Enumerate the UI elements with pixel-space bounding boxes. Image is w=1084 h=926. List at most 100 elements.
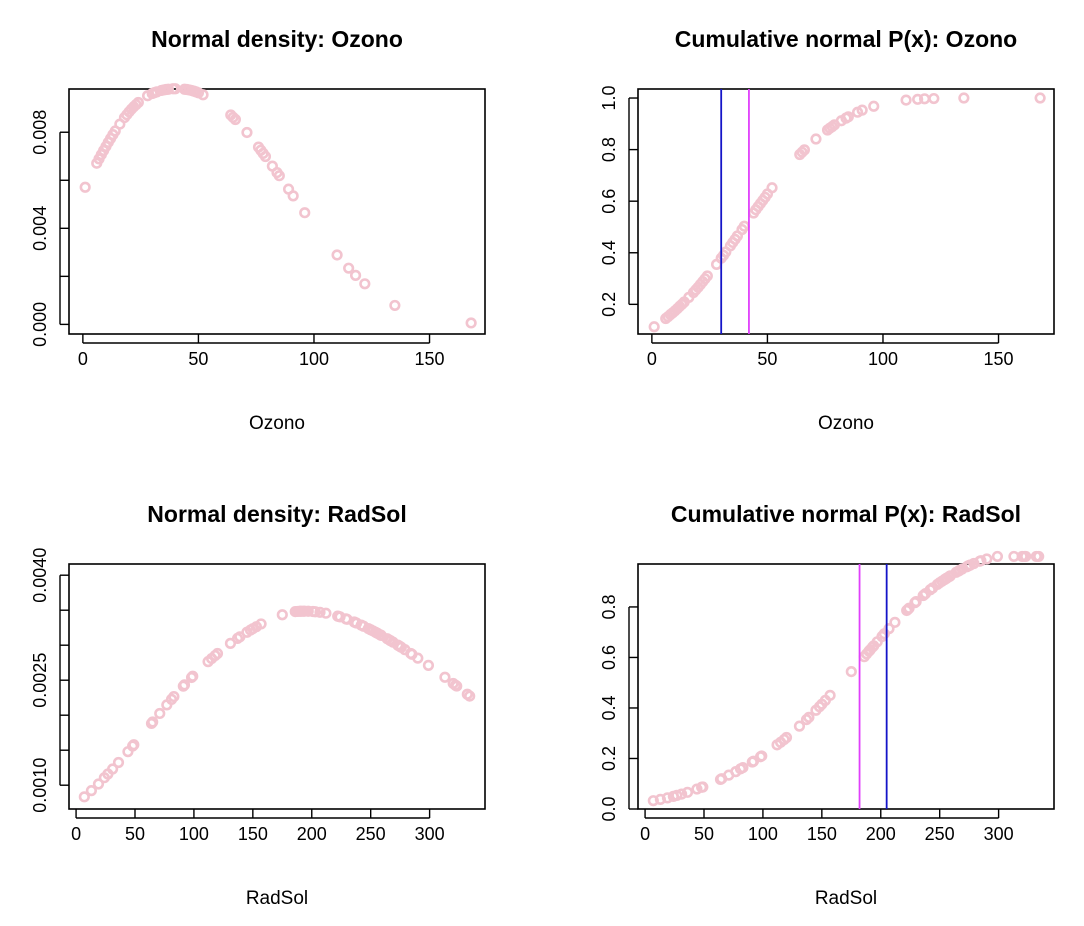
x-axis-label: Ozono xyxy=(818,413,874,434)
data-point xyxy=(439,671,451,683)
data-point xyxy=(676,298,688,310)
chart-title: Normal density: Ozono xyxy=(151,26,403,52)
data-point xyxy=(78,791,90,803)
x-tick-label: 200 xyxy=(866,824,896,844)
chart-title: Normal density: RadSol xyxy=(147,501,406,527)
data-point xyxy=(128,739,140,751)
panel-cumulative-radsol: Cumulative normal P(x): RadSol RadSol 0 5… xyxy=(599,501,1055,909)
data-point xyxy=(981,553,993,565)
y-tick-label: 0.6 xyxy=(599,189,619,214)
data-point xyxy=(112,756,125,769)
data-point xyxy=(889,616,901,628)
x-tick-label: 100 xyxy=(868,349,898,369)
plot-frame xyxy=(68,88,486,335)
data-point xyxy=(276,609,288,621)
y-tick-label: 0.008 xyxy=(30,110,50,155)
plot-frame xyxy=(637,563,1055,810)
data-point xyxy=(168,690,180,703)
data-point xyxy=(197,89,209,101)
data-point xyxy=(803,711,815,723)
plot-area: 0 50 100 150 200 250 300 0.0 0.2 0.4 0.6 0.8 xyxy=(599,550,1055,844)
data-point xyxy=(991,550,1004,563)
data-point xyxy=(331,249,343,261)
y-tick-label: 0.6 xyxy=(599,645,619,670)
y-tick-label: 0.0010 xyxy=(30,758,50,813)
data-point xyxy=(465,317,477,329)
y-tick-label: 0.8 xyxy=(599,594,619,619)
data-point xyxy=(868,100,880,112)
x-tick-label: 150 xyxy=(984,349,1014,369)
x-tick-label: 200 xyxy=(297,824,327,844)
y-tick-label: 0.0025 xyxy=(30,653,50,708)
data-point xyxy=(756,750,768,762)
panel-density-radsol: Normal density: RadSol RadSol 0 50 100 150 2… xyxy=(30,501,486,909)
data-point xyxy=(845,665,857,678)
data-point xyxy=(130,99,142,111)
data-point xyxy=(648,321,660,333)
plot-frame xyxy=(68,563,486,810)
data-point xyxy=(178,679,191,691)
y-tick-label: 0.0 xyxy=(599,796,619,821)
data-point xyxy=(147,716,159,728)
data-point xyxy=(287,190,299,202)
data-point xyxy=(676,788,688,800)
data-point xyxy=(132,96,144,109)
data-point xyxy=(681,786,694,798)
data-point xyxy=(928,92,940,105)
x-axis-label: Ozono xyxy=(249,413,305,434)
data-point xyxy=(389,299,401,312)
data-point xyxy=(661,792,674,804)
y-tick-label: 0.2 xyxy=(599,292,619,317)
data-point xyxy=(824,689,836,701)
x-tick-label: 250 xyxy=(356,824,386,844)
data-point xyxy=(299,207,311,219)
panel-density-ozono: Normal density: Ozono Ozono 0 50 100 150 0.0… xyxy=(30,26,486,434)
x-tick-label: 100 xyxy=(299,349,329,369)
y-tick-label: 0.8 xyxy=(599,137,619,162)
data-point xyxy=(842,111,854,123)
data-point xyxy=(766,182,778,194)
data-point xyxy=(903,602,915,614)
data-point xyxy=(92,778,105,790)
data-point xyxy=(343,262,355,274)
x-tick-label: 250 xyxy=(925,824,955,844)
data-point xyxy=(798,144,811,156)
plot-frame xyxy=(637,88,1055,335)
x-tick-label: 0 xyxy=(78,349,88,369)
data-point xyxy=(314,606,326,618)
data-point xyxy=(259,150,272,163)
x-tick-label: 100 xyxy=(179,824,209,844)
data-point xyxy=(975,555,987,567)
data-point xyxy=(241,126,253,139)
data-point xyxy=(958,92,970,104)
x-tick-label: 300 xyxy=(415,824,445,844)
chart-title: Cumulative normal P(x): RadSol xyxy=(671,501,1021,527)
x-axis-label: RadSol xyxy=(815,888,877,909)
data-point xyxy=(671,789,683,801)
data-point xyxy=(810,133,822,145)
data-point xyxy=(900,94,912,106)
data-point xyxy=(79,181,91,193)
data-point xyxy=(255,618,267,630)
x-tick-label: 150 xyxy=(415,349,445,369)
data-point xyxy=(359,278,371,290)
data-point xyxy=(187,670,199,682)
plot-area: 0 50 100 150 0.2 0.4 0.6 0.8 1.0 xyxy=(599,86,1055,369)
data-point xyxy=(1020,550,1032,563)
y-tick-label: 0.4 xyxy=(599,240,619,265)
data-point xyxy=(211,647,224,660)
x-tick-label: 50 xyxy=(125,824,145,844)
data-point xyxy=(302,605,314,617)
x-tick-label: 150 xyxy=(807,824,837,844)
data-point xyxy=(349,269,362,281)
data-point xyxy=(737,761,749,774)
data-point xyxy=(273,170,285,182)
data-point xyxy=(412,652,424,664)
data-point xyxy=(910,596,922,608)
data-point xyxy=(1033,550,1045,563)
data-point xyxy=(227,111,239,123)
data-point xyxy=(154,707,166,720)
data-point xyxy=(422,659,435,671)
